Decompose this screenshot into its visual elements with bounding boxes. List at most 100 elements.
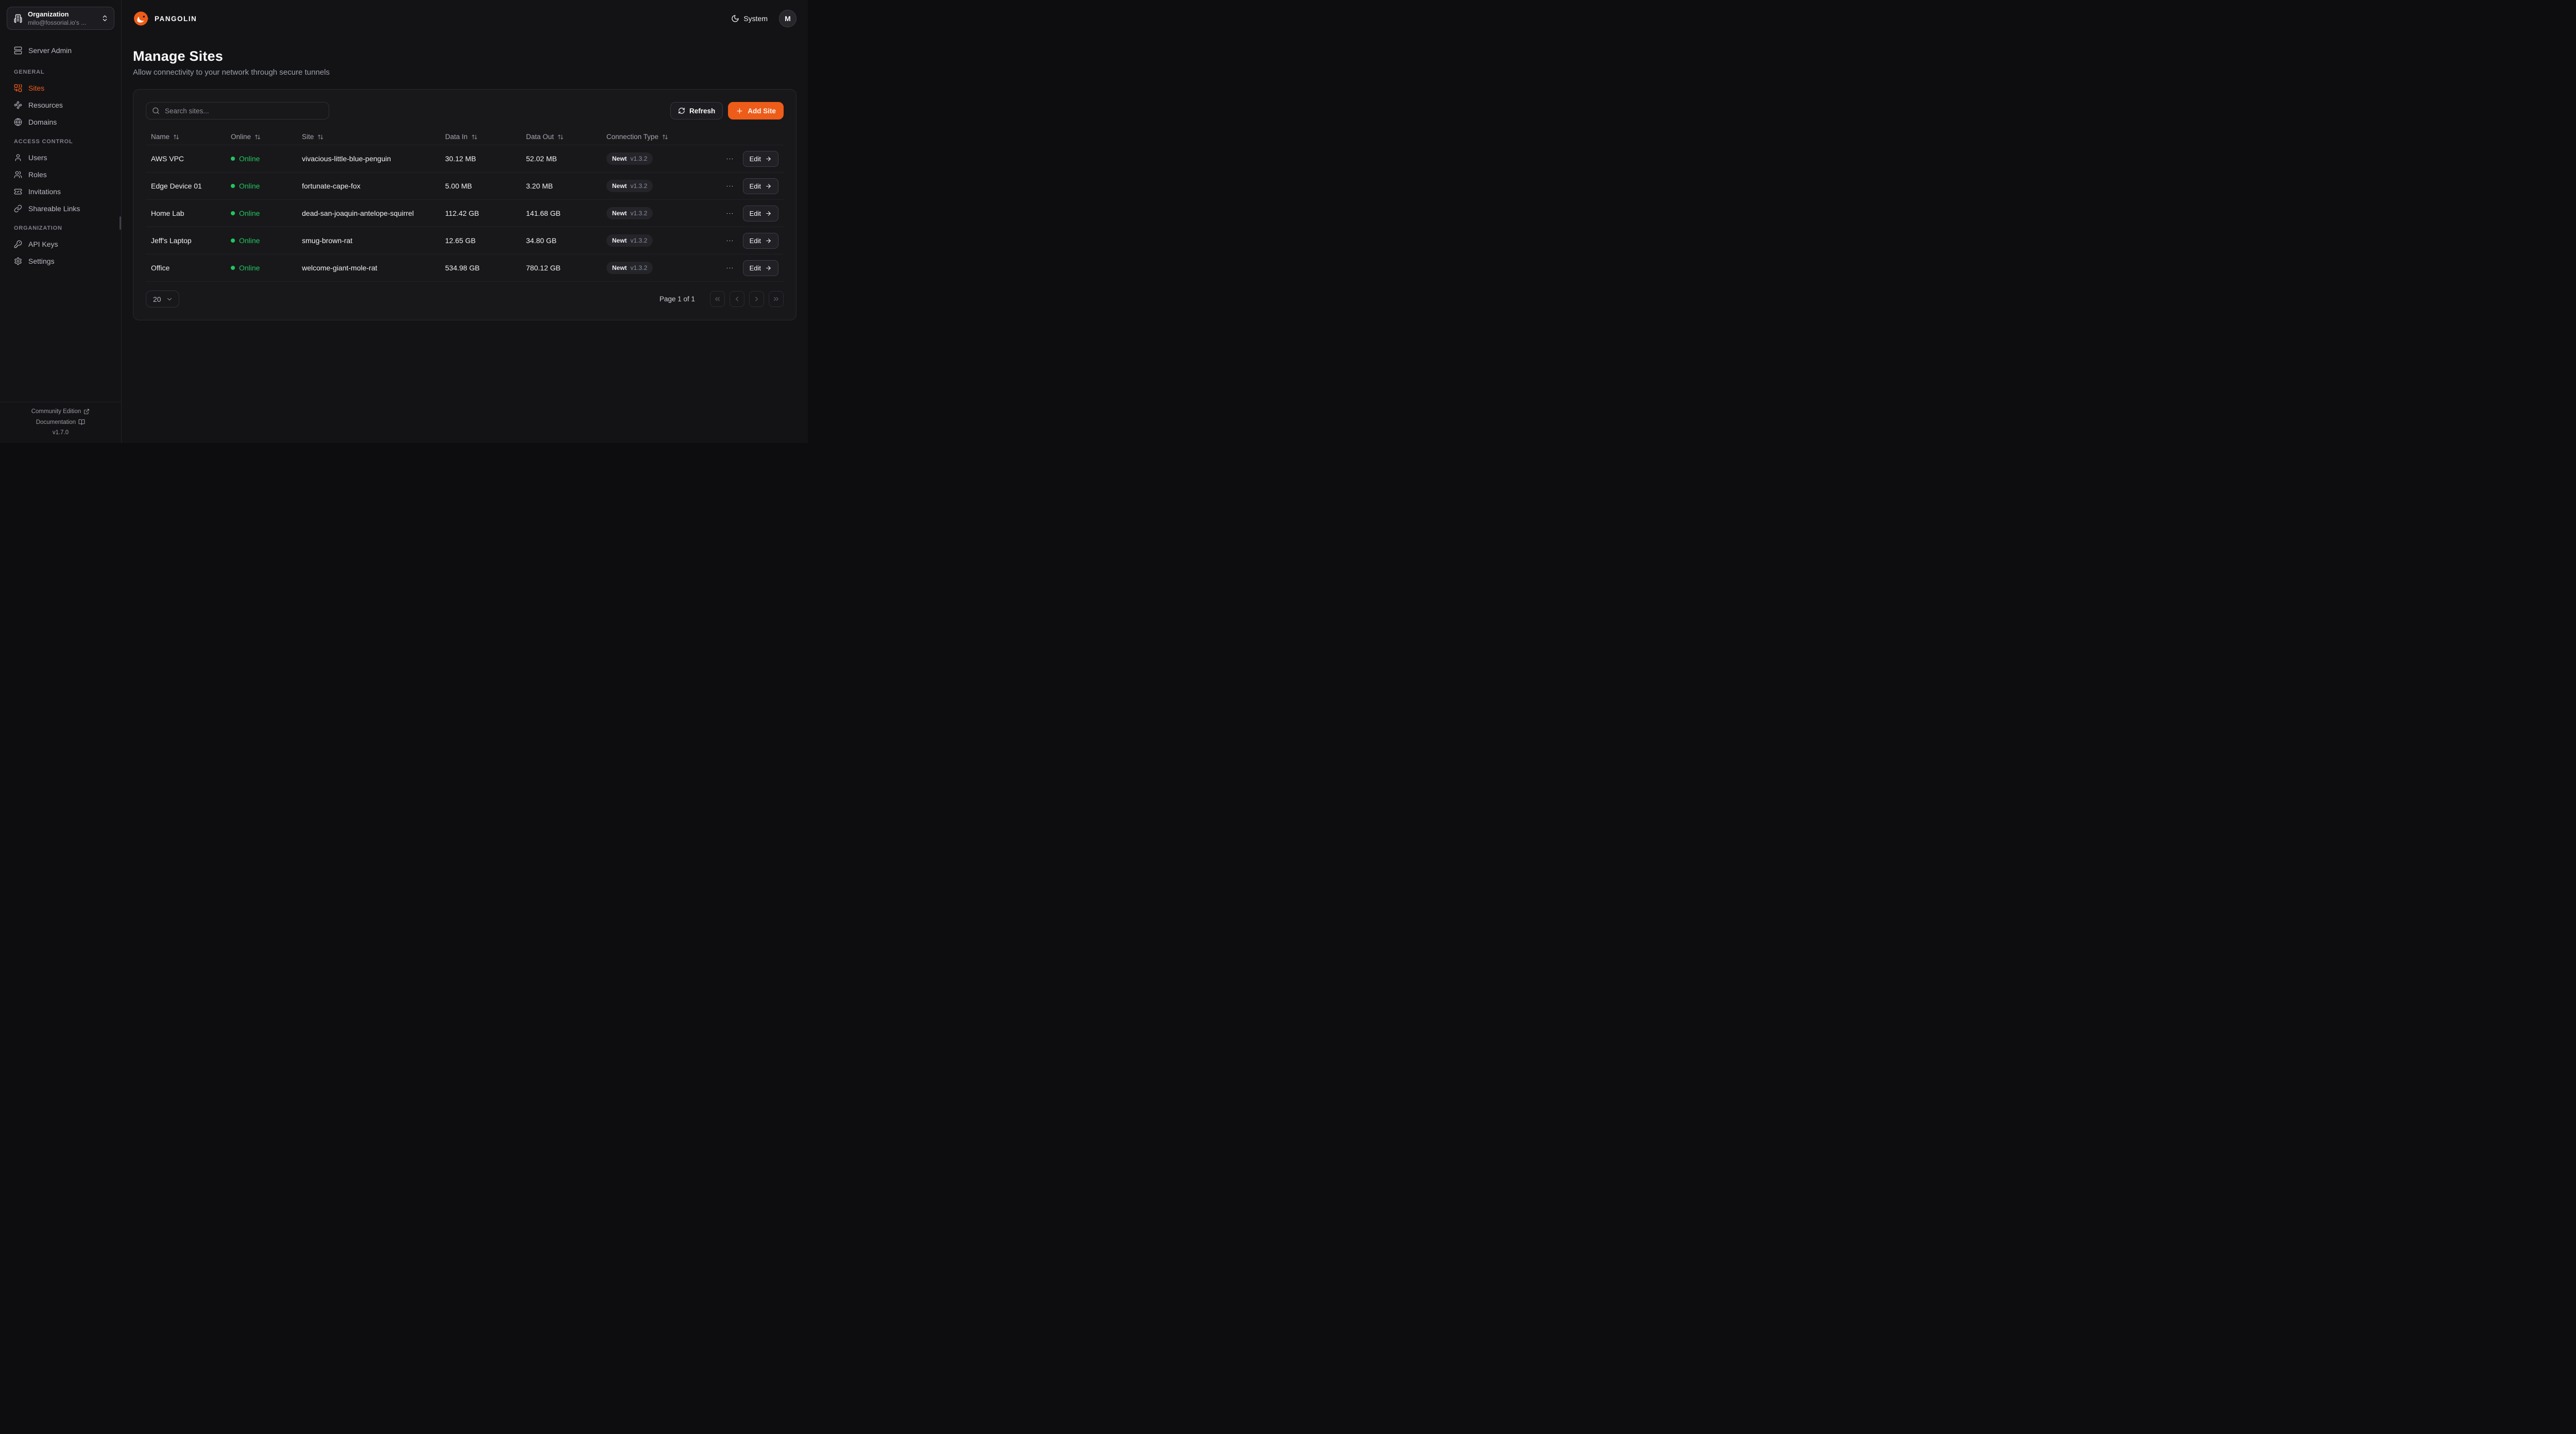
ticket-check-icon xyxy=(14,187,22,196)
cell-online: Online xyxy=(226,264,297,272)
org-picker-texts: Organization milo@fossorial.io's ... xyxy=(28,10,96,26)
cell-data-in: 30.12 MB xyxy=(445,155,476,163)
connection-name: Newt xyxy=(612,155,627,162)
plus-icon xyxy=(736,107,743,115)
connection-type-badge: Newt v1.3.2 xyxy=(606,207,653,219)
cell-data-out: 780.12 GB xyxy=(526,264,561,272)
sort-icon xyxy=(317,134,324,140)
cell-actions: Edit xyxy=(696,205,784,221)
chevron-right-icon xyxy=(753,295,760,303)
toolbar-actions: Refresh Add Site xyxy=(670,102,784,120)
row-menu-button[interactable] xyxy=(724,235,735,246)
first-page-button[interactable] xyxy=(710,291,725,307)
connection-version: v1.3.2 xyxy=(630,155,648,162)
key-icon xyxy=(14,240,22,248)
last-page-button[interactable] xyxy=(769,291,784,307)
cell-site: smug-brown-rat xyxy=(302,236,353,245)
user-icon xyxy=(14,153,22,162)
pangolin-logo-icon xyxy=(134,11,149,26)
users-icon xyxy=(14,170,22,179)
column-header-data-out[interactable]: Data Out xyxy=(521,133,601,141)
edit-button[interactable]: Edit xyxy=(742,178,778,194)
sidebar-item-label: Domains xyxy=(28,117,57,126)
row-menu-button[interactable] xyxy=(724,208,735,219)
search-input[interactable] xyxy=(146,102,329,120)
add-site-button-label: Add Site xyxy=(748,107,776,115)
sidebar-scrollbar-thumb[interactable] xyxy=(120,216,121,230)
table-body: AWS VPC Online vivacious-little-blue-pengu… xyxy=(146,145,784,282)
globe-icon xyxy=(14,118,22,126)
edit-button-label: Edit xyxy=(749,264,761,272)
sidebar-item-label: Invitations xyxy=(28,187,61,196)
edit-button[interactable]: Edit xyxy=(742,232,778,249)
refresh-button[interactable]: Refresh xyxy=(670,102,723,120)
cell-name: Office xyxy=(151,264,170,272)
documentation-label: Documentation xyxy=(36,419,76,425)
sidebar-item-invitations[interactable]: Invitations xyxy=(7,183,114,200)
column-header-online[interactable]: Online xyxy=(226,133,297,141)
arrow-right-icon xyxy=(765,237,772,244)
table-row: Office Online welcome-giant-mole-rat 534.98… xyxy=(146,254,784,282)
sidebar-item-resources[interactable]: Resources xyxy=(7,96,114,113)
next-page-button[interactable] xyxy=(749,291,764,307)
theme-toggle[interactable]: System xyxy=(731,14,768,23)
edit-button[interactable]: Edit xyxy=(742,150,778,167)
cell-actions: Edit xyxy=(696,150,784,167)
edit-button[interactable]: Edit xyxy=(742,260,778,276)
sidebar-item-server-admin[interactable]: Server Admin xyxy=(7,42,114,59)
connection-type-badge: Newt v1.3.2 xyxy=(606,180,653,192)
prev-page-button[interactable] xyxy=(730,291,744,307)
column-header-data-in[interactable]: Data In xyxy=(440,133,521,141)
column-header-site[interactable]: Site xyxy=(297,133,440,141)
column-header-name[interactable]: Name xyxy=(146,133,226,141)
avatar-initial: M xyxy=(785,14,791,23)
column-header-connection-type[interactable]: Connection Type xyxy=(601,133,696,141)
row-menu-button[interactable] xyxy=(724,263,735,274)
ellipsis-icon xyxy=(725,209,734,218)
cell-site: dead-san-joaquin-antelope-squirrel xyxy=(302,209,414,217)
online-status-label: Online xyxy=(239,209,260,217)
sidebar-item-roles[interactable]: Roles xyxy=(7,166,114,183)
add-site-button[interactable]: Add Site xyxy=(728,102,784,120)
cell-name: Home Lab xyxy=(151,209,184,217)
edit-button-label: Edit xyxy=(749,155,761,163)
cell-site: fortunate-cape-fox xyxy=(302,182,361,190)
brand-name: PANGOLIN xyxy=(155,14,197,23)
cell-connection-type: Newt v1.3.2 xyxy=(601,152,696,165)
page-size-select[interactable]: 20 xyxy=(146,291,179,308)
cell-actions: Edit xyxy=(696,260,784,276)
sidebar-item-users[interactable]: Users xyxy=(7,149,114,166)
org-picker-value: milo@fossorial.io's ... xyxy=(28,19,87,26)
app-root: Organization milo@fossorial.io's ... Ser… xyxy=(0,0,808,443)
refresh-button-label: Refresh xyxy=(689,107,716,115)
connection-version: v1.3.2 xyxy=(630,210,648,217)
sidebar-item-settings[interactable]: Settings xyxy=(7,252,114,269)
cell-data-out: 52.02 MB xyxy=(526,155,557,163)
connection-name: Newt xyxy=(612,182,627,190)
cell-data-out: 141.68 GB xyxy=(526,209,561,217)
sidebar-item-shareable-links[interactable]: Shareable Links xyxy=(7,200,114,217)
edit-button[interactable]: Edit xyxy=(742,205,778,221)
card-footer: 20 Page 1 of 1 xyxy=(146,291,784,308)
online-status-dot xyxy=(231,211,235,215)
row-menu-button[interactable] xyxy=(724,153,735,164)
org-picker[interactable]: Organization milo@fossorial.io's ... xyxy=(7,7,114,30)
avatar[interactable]: M xyxy=(779,10,796,27)
row-menu-button[interactable] xyxy=(724,181,735,192)
connection-version: v1.3.2 xyxy=(630,264,648,271)
community-edition-link[interactable]: Community Edition xyxy=(31,408,90,415)
connection-name: Newt xyxy=(612,210,627,217)
table-header-row: Name Online Site Data In Data Out Connection … xyxy=(146,129,784,145)
sites-card: Refresh Add Site Name Online Site Data In Da… xyxy=(133,89,796,320)
sidebar-item-sites[interactable]: Sites xyxy=(7,79,114,96)
online-status-dot xyxy=(231,238,235,243)
sidebar-item-api-keys[interactable]: API Keys xyxy=(7,235,114,252)
cell-name: Edge Device 01 xyxy=(151,182,202,190)
edit-button-label: Edit xyxy=(749,182,761,190)
sidebar-item-domains[interactable]: Domains xyxy=(7,113,114,130)
sort-icon xyxy=(173,134,179,140)
cell-online: Online xyxy=(226,182,297,190)
column-header-label: Name xyxy=(151,133,170,141)
main-content: PANGOLIN System M Manage Sites Allow con… xyxy=(122,0,808,443)
documentation-link[interactable]: Documentation xyxy=(36,419,85,425)
